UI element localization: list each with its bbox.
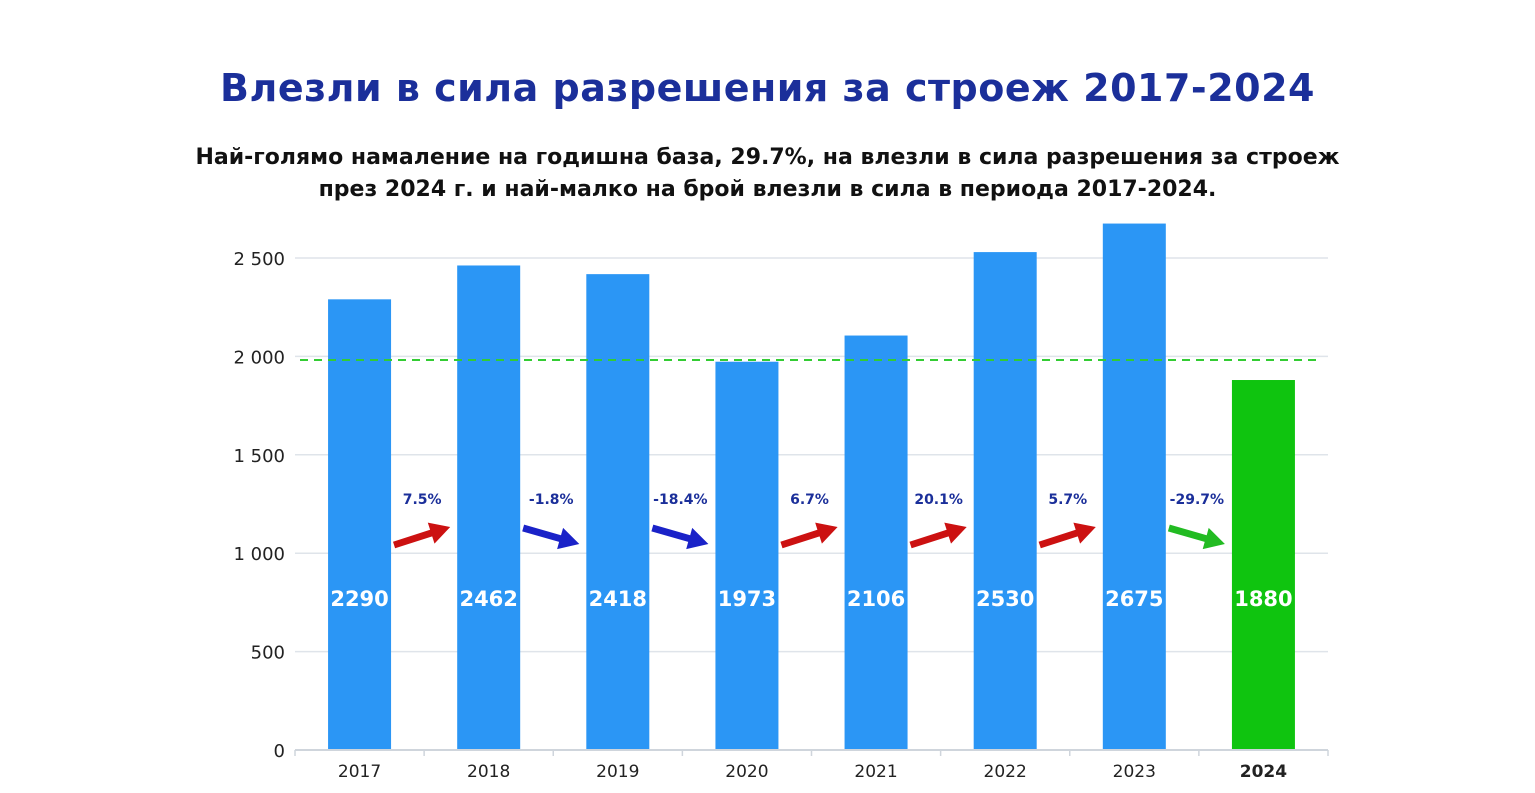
x-tick-label: 2019 (596, 762, 639, 782)
chart-subtitle: Най-голямо намаление на годишна база, 29… (0, 142, 1535, 206)
bar-2018 (457, 265, 521, 750)
bar-2024 (1231, 380, 1295, 750)
bar-value-label: 2106 (847, 587, 905, 611)
change-arrow (780, 522, 838, 549)
bar-value-label: 2462 (459, 587, 517, 611)
y-tick-label: 2 000 (233, 347, 285, 368)
y-tick-label: 2 500 (233, 249, 285, 270)
change-arrows: 7.5% -1.8% -18.4% 6.7% 20.1% 5.7% -29.7% (393, 492, 1225, 550)
bars: 2290 2462 2418 1973 2106 2530 2675 1880 (328, 223, 1295, 750)
bar-2021 (844, 335, 908, 750)
y-tick-label: 0 (274, 741, 285, 762)
bar-value-label: 1880 (1234, 587, 1292, 611)
bar-value-label: 2530 (976, 587, 1034, 611)
change-arrow (1038, 522, 1096, 549)
chart-title: Влезли в сила разрешения за строеж 2017-… (220, 66, 1315, 110)
subtitle-line-1: Най-голямо намаление на годишна база, 29… (195, 145, 1340, 170)
change-arrow (909, 522, 967, 549)
y-tick-label: 1 500 (233, 446, 285, 467)
change-arrow (651, 524, 709, 550)
change-label: 5.7% (1048, 492, 1087, 508)
change-label: 7.5% (403, 492, 442, 508)
bar-2022 (973, 252, 1037, 750)
bar-2023 (1102, 223, 1166, 750)
grid-lines (295, 257, 1328, 653)
x-tick-label: 2018 (467, 762, 510, 782)
bar-value-label: 1973 (718, 587, 776, 611)
change-arrow (393, 522, 451, 549)
bar-2020 (715, 361, 779, 750)
change-label: 20.1% (914, 492, 963, 508)
change-arrow (1167, 524, 1225, 550)
x-tick-label: 2020 (725, 762, 768, 782)
change-label: -18.4% (653, 492, 707, 508)
x-tick-label: 2024 (1240, 762, 1287, 782)
change-label: -1.8% (529, 492, 574, 508)
change-label: 6.7% (790, 492, 829, 508)
x-tick-label: 2023 (1113, 762, 1156, 782)
bar-2019 (586, 274, 650, 750)
y-axis: 0 500 1 000 1 500 2 000 2 500 (233, 249, 285, 762)
x-axis: 2017 2018 2019 2020 2021 2022 2023 2024 (294, 749, 1329, 782)
subtitle-line-2: през 2024 г. и най-малко на брой влезли … (318, 177, 1217, 202)
bar-value-label: 2418 (589, 587, 647, 611)
change-arrow (522, 524, 580, 550)
y-tick-label: 1 000 (233, 544, 285, 565)
x-tick-label: 2021 (854, 762, 897, 782)
x-tick-label: 2022 (984, 762, 1027, 782)
bar-value-label: 2675 (1105, 587, 1163, 611)
y-tick-label: 500 (251, 643, 285, 664)
change-label: -29.7% (1170, 492, 1224, 508)
bar-value-label: 2290 (330, 587, 388, 611)
x-tick-label: 2017 (338, 762, 381, 782)
bar-2017 (328, 299, 392, 750)
